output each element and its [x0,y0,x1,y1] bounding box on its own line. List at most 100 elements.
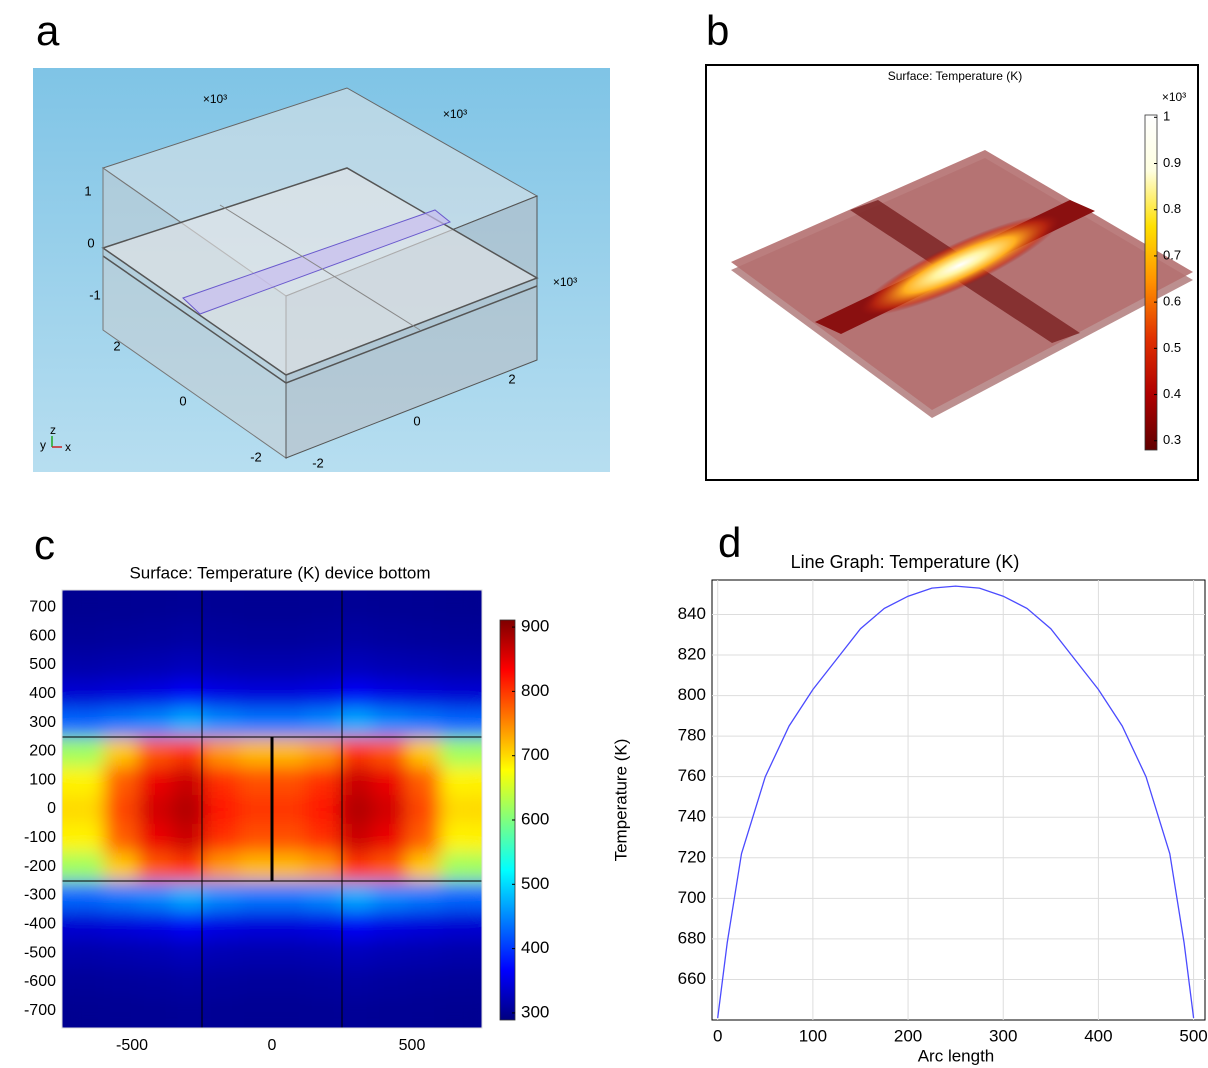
heatmap-cell [440,881,482,911]
x-tick-label: 100 [799,1026,827,1045]
y-tick-label: 760 [678,766,706,785]
colorbar-tick-label: 800 [521,681,549,700]
heatmap-cell [62,909,105,940]
heatmap-cell [62,823,105,853]
plot-frame [61,589,483,1029]
x-tick-label: 300 [989,1026,1017,1045]
heatmap-cell [204,679,239,709]
colorbar [1144,114,1158,451]
heatmap-cell [104,852,139,882]
heatmap-cell [238,823,273,853]
heatmap-cell [372,823,407,853]
heatmap-cell [305,708,340,738]
heatmap-cell [406,650,441,680]
y-tick-label: 660 [678,969,706,988]
heatmap-cell [204,794,239,824]
heatmap-cell [305,909,340,940]
heatmap-cell [440,823,482,853]
colorbar-tick-label: 0.5 [1163,340,1181,355]
heatmap-cell [62,621,105,652]
line [717,585,1195,1019]
panel-label: d [718,519,741,566]
heatmap-cell [171,679,206,709]
heatmap-cell [372,938,407,968]
y-tick-label: 820 [678,645,706,664]
heatmap-cell [171,765,206,796]
tick-label: 1 [84,183,91,198]
heatmap-cell [238,938,273,968]
colorbar-tick-label: 0.9 [1163,155,1181,170]
heatmap-cell [62,765,105,796]
heatmap-cell [238,765,273,796]
colorbar-tick-label: 400 [521,938,549,957]
heatmap-cell [339,996,374,1028]
heatmap-cell [238,909,273,940]
y-tick-label: 680 [678,928,706,947]
heatmap-cell [339,852,374,882]
heatmap-cell [204,765,239,796]
heatmap-cell [406,967,441,997]
heatmap-cell [104,938,139,968]
heatmap-cell [104,590,139,623]
y-tick-label: 780 [678,726,706,745]
heatmap-cell [62,590,105,623]
tick-label: -1 [89,287,101,302]
heatmap-cell [406,996,441,1028]
heatmap-cell [372,736,407,767]
heatmap-cell [305,938,340,968]
heatmap-cell [272,590,307,623]
heatmap-cell [406,823,441,853]
heatmap-cell [372,650,407,680]
heatmap-cell [171,736,206,767]
heatmap-cell [104,794,139,824]
heatmap-cell [204,823,239,853]
heatmap-cell [238,708,273,738]
heatmap-cell [372,590,407,623]
heatmap-cell [104,881,139,911]
heatmap-cell [137,650,172,680]
heatmap-cell [406,736,441,767]
heatmap-cell [204,736,239,767]
heatmap-cell [440,621,482,652]
heatmap-cell [272,881,307,911]
triad-label: z [50,423,56,437]
heatmap-cell [339,590,374,623]
y-tick-label: -400 [24,915,56,932]
edge [219,204,421,331]
layer-edge [102,255,538,384]
heatmap-cell [372,765,407,796]
tick-label: 2 [508,371,515,386]
heatmap-cell [305,881,340,911]
heatmap-cell [137,967,172,997]
y-tick-label: 0 [47,800,56,817]
heatmap-cell [272,852,307,882]
heatmap-cell [272,679,307,709]
y-tick-label: 600 [29,627,56,644]
panel-label: a [36,7,60,54]
heatmap-cell [406,679,441,709]
colorbar-tick-label: 0.7 [1163,247,1181,262]
heatmap-cell [137,590,172,623]
heatmap-cell [305,736,340,767]
chart-title: Surface: Temperature (K) [888,69,1023,83]
heatmap-cell [104,996,139,1028]
strip [182,209,452,315]
heatmap-cell [204,852,239,882]
tick-label: 2 [113,338,120,353]
heatmap-cell [104,708,139,738]
heatmap-cell [171,996,206,1028]
colorbar-tick-label: 900 [521,617,549,636]
axis-multiplier: ×10³ [443,107,467,121]
heatmap-cell [171,967,206,997]
heatmap-cell [137,736,172,767]
colorbar-multiplier: ×10³ [1162,90,1186,104]
heatmap-cell [406,590,441,623]
heatmap-cell [204,938,239,968]
x-tick-label: -500 [116,1037,148,1054]
heatmap-cell [305,679,340,709]
heatmap-cell [104,621,139,652]
heatmap-cell [171,909,206,940]
heatmap-cell [305,621,340,652]
tick-label: -2 [250,449,262,464]
heatmap-cell [305,765,340,796]
